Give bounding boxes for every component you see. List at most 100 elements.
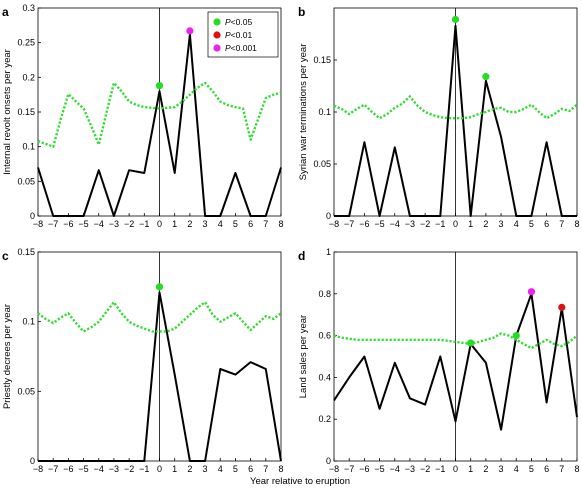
panel-a: −8 −7 −6 −5 −4 −3 −2 −1 0 1 2 3 4 5 6 7 800.050.10.150.2… [2, 3, 284, 229]
y-tick-label: 0 [30, 211, 35, 221]
y-tick-label: 0.25 [17, 38, 35, 48]
observed-rate-line [37, 33, 282, 217]
x-tick-label: −8 [329, 219, 339, 229]
x-tick-label: −4 [94, 219, 104, 229]
x-tick-label: 8 [278, 219, 283, 229]
x-tick-label: 3 [203, 219, 208, 229]
y-axis-label: Land sales per year [298, 315, 309, 398]
legend-marker [213, 31, 221, 39]
x-tick-label: 1 [468, 464, 473, 474]
legend-threshold: <0.001 [231, 43, 258, 53]
x-tick-label: −6 [63, 464, 73, 474]
x-tick-label: 5 [233, 464, 238, 474]
y-tick-label: 0.2 [318, 414, 331, 424]
y-tick-label: 0.05 [17, 386, 35, 396]
x-tick-label: −1 [139, 219, 149, 229]
legend-entry: P<0.05 [225, 17, 252, 27]
significance-marker [527, 288, 536, 296]
y-tick-label: 0 [326, 211, 331, 221]
x-tick-label: 6 [248, 219, 253, 229]
panels: −8 −7 −6 −5 −4 −3 −2 −1 0 1 2 3 4 5 6 7 800.050.10.150.2… [2, 3, 580, 474]
x-tick-label: 3 [499, 219, 504, 229]
legend-threshold: <0.01 [231, 30, 253, 40]
expected-rate-line [333, 95, 578, 120]
significance-marker [186, 27, 194, 35]
significance-marker [512, 332, 520, 340]
x-tick-label: 7 [559, 219, 564, 229]
x-tick-label: −2 [420, 464, 430, 474]
x-tick-label: −6 [359, 219, 369, 229]
legend-p-symbol: P [225, 17, 231, 27]
x-tick-label: 4 [514, 464, 519, 474]
y-tick-label: 0.1 [318, 107, 331, 117]
x-tick-label: 8 [278, 464, 283, 474]
x-tick-label: −3 [405, 219, 415, 229]
x-tick-label: −2 [124, 464, 134, 474]
significance-marker [482, 73, 490, 81]
y-tick-label: 0.2 [22, 72, 35, 82]
observed-rate-line [334, 24, 577, 217]
x-tick-label: 6 [544, 464, 549, 474]
significance-marker [155, 283, 164, 291]
legend-threshold: <0.05 [231, 17, 253, 27]
x-tick-label: 5 [529, 219, 534, 229]
significance-marker [155, 82, 164, 90]
expected-rate-line [333, 332, 578, 350]
x-tick-label: 4 [218, 219, 223, 229]
x-tick-label: 0 [453, 464, 458, 474]
legend: P<0.05P<0.01P<0.001 [207, 11, 279, 58]
legend-entry: P<0.01 [225, 30, 252, 40]
x-tick-label: −8 [329, 464, 339, 474]
x-tick-label: 2 [483, 219, 488, 229]
x-tick-label: −5 [78, 464, 88, 474]
x-tick-label: 1 [468, 219, 473, 229]
legend-entry: P<0.001 [225, 43, 257, 53]
y-tick-label: 0.1 [22, 142, 35, 152]
panel-d: −8 −7 −6 −5 −4 −3 −2 −1 0 1 2 3 4 5 6 7 800.20.40.60.81L… [298, 247, 580, 474]
x-tick-label: −4 [390, 219, 400, 229]
x-tick-label: 6 [248, 464, 253, 474]
x-tick-label: 4 [218, 464, 223, 474]
y-tick-label: 0 [326, 456, 331, 466]
x-tick-label: −7 [344, 219, 354, 229]
panel-letter: d [298, 249, 305, 263]
y-tick-label: 0.1 [22, 317, 35, 327]
x-tick-label: 5 [233, 219, 238, 229]
x-tick-label: 6 [544, 219, 549, 229]
legend-marker [213, 18, 221, 26]
panel-letter: b [298, 5, 305, 19]
legend-p-symbol: P [225, 30, 231, 40]
x-tick-label: 4 [514, 219, 519, 229]
panel-letter: a [2, 5, 9, 19]
x-tick-label: −4 [94, 464, 104, 474]
observed-rate-line [38, 291, 282, 462]
y-tick-label: 0.8 [318, 289, 331, 299]
x-tick-label: −1 [435, 464, 445, 474]
legend-p-symbol: P [225, 43, 231, 53]
x-tick-label: −3 [405, 464, 415, 474]
y-tick-label: 0.15 [17, 107, 35, 117]
x-tick-label: −4 [390, 464, 400, 474]
x-tick-label: −1 [435, 219, 445, 229]
x-tick-label: −5 [374, 219, 384, 229]
significance-marker [467, 339, 475, 347]
expected-rate-line [37, 301, 282, 333]
x-tick-label: −2 [420, 219, 430, 229]
observed-rate-line [333, 292, 578, 431]
y-axis-label: Priestly decrees per year [2, 304, 13, 409]
x-tick-label: −7 [48, 464, 58, 474]
x-tick-label: −3 [109, 464, 119, 474]
y-axis-label: Syrian war terminations per year [298, 44, 309, 181]
x-tick-label: 0 [453, 219, 458, 229]
x-tick-label: −3 [109, 219, 119, 229]
x-tick-label: −8 [33, 219, 43, 229]
x-tick-label: 2 [187, 464, 192, 474]
y-tick-label: 0.6 [318, 331, 331, 341]
expected-rate-line [37, 81, 282, 148]
panel-b: −8 −7 −6 −5 −4 −3 −2 −1 0 1 2 3 4 5 6 7 800.050.10.15Syr… [298, 5, 580, 229]
y-tick-label: 0.05 [313, 159, 331, 169]
y-tick-label: 0.15 [313, 55, 331, 65]
y-tick-label: 0.15 [17, 247, 35, 257]
legend-marker [213, 44, 221, 52]
